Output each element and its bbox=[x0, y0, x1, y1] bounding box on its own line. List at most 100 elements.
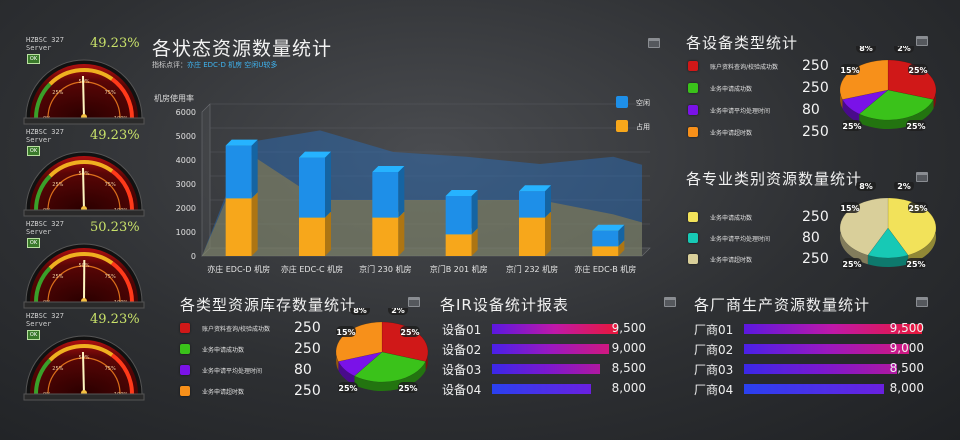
pie-pct-label: 15% bbox=[840, 204, 859, 213]
legend-color-swatch bbox=[180, 386, 190, 396]
bar-list-bar[interactable] bbox=[492, 324, 618, 334]
bar-used[interactable] bbox=[592, 246, 618, 256]
window-icon[interactable] bbox=[648, 38, 660, 48]
pie-pct-label: 25% bbox=[338, 384, 357, 393]
y-tick-label: 3000 bbox=[176, 180, 196, 189]
bar-list-label: 厂商04 bbox=[694, 381, 733, 398]
bar-list-label: 设备01 bbox=[442, 321, 481, 338]
legend-row-value: 250 bbox=[294, 341, 321, 357]
bar-list-bar[interactable] bbox=[744, 384, 884, 394]
window-icon[interactable] bbox=[916, 172, 928, 182]
gauge-percent: 49.23% bbox=[90, 36, 140, 51]
x-tick-label: 京门 230 机房 bbox=[359, 264, 411, 274]
bar-list-label: 厂商01 bbox=[694, 321, 733, 338]
ir-panel-title: 各IR设备统计报表 bbox=[440, 294, 569, 315]
window-icon[interactable] bbox=[408, 297, 420, 307]
bar-list-bar[interactable] bbox=[744, 364, 897, 374]
legend-color-swatch bbox=[688, 212, 698, 222]
x-tick-label: 亦庄 EDC-C 机房 bbox=[281, 264, 343, 274]
legend-row-value: 250 bbox=[802, 58, 829, 74]
legend-row-value: 250 bbox=[294, 320, 321, 336]
bar-idle[interactable] bbox=[519, 191, 545, 217]
chart-side-wall bbox=[202, 104, 210, 256]
gauge-base bbox=[24, 118, 144, 124]
gauge-needle bbox=[83, 76, 84, 118]
legend-row-label: 业务申请超时数 bbox=[202, 387, 294, 396]
legend-row: 业务申请超时数 250 bbox=[180, 383, 321, 399]
bar-list-value: 9,000 bbox=[880, 341, 924, 355]
subtitle-link[interactable]: 亦庄 EDC-D 机房 空闲U较多 bbox=[187, 61, 277, 69]
bar-list-row: 设备03 8,500 bbox=[442, 360, 652, 378]
bar-idle[interactable] bbox=[592, 231, 618, 247]
bar-list-bar[interactable] bbox=[492, 344, 609, 354]
bar-list-row: 厂商01 9,500 bbox=[694, 320, 930, 338]
legend-row-value: 250 bbox=[802, 80, 829, 96]
y-tick-label: 5000 bbox=[176, 132, 196, 141]
bar-used[interactable] bbox=[226, 198, 252, 256]
legend-row-label: 业务申请平均处理时间 bbox=[710, 234, 802, 243]
gauge-widget: HZBSC 327 Server 49.23% OK0%25%50%75%100% bbox=[22, 312, 147, 404]
pie-pct-label: 25% bbox=[906, 122, 925, 131]
bar-side bbox=[252, 140, 258, 199]
y-tick-label: 2000 bbox=[176, 204, 196, 213]
bar-idle[interactable] bbox=[372, 172, 398, 218]
bar-list-value: 8,500 bbox=[602, 361, 646, 375]
bar-idle[interactable] bbox=[446, 196, 472, 234]
legend-row: 业务申请成功数 250 bbox=[688, 209, 829, 225]
gauge-dial: 0%25%50%75%100% bbox=[22, 328, 147, 404]
bar-list-row: 厂商04 8,000 bbox=[694, 380, 930, 398]
pie-pct-label: 15% bbox=[840, 66, 859, 75]
vendor-panel-title: 各厂商生产资源数量统计 bbox=[694, 294, 870, 315]
gauge-tick-label: 75% bbox=[105, 182, 116, 188]
gauge-dial: 0%25%50%75%100% bbox=[22, 52, 147, 128]
bar-used[interactable] bbox=[519, 218, 545, 256]
legend-swatch[interactable] bbox=[616, 120, 628, 132]
legend-color-swatch bbox=[688, 61, 698, 71]
bar-list-label: 厂商02 bbox=[694, 341, 733, 358]
bar-list-bar[interactable] bbox=[492, 364, 600, 374]
x-tick-label: 京门B 201 机房 bbox=[430, 264, 488, 274]
major-pie-chart: 8% 2% 15% 25% 25% 25% bbox=[826, 182, 956, 278]
y-tick-label: 0 bbox=[191, 252, 196, 261]
bar-used[interactable] bbox=[372, 218, 398, 256]
bar-list-value: 9,500 bbox=[602, 321, 646, 335]
bar-list-value: 8,000 bbox=[602, 381, 646, 395]
legend-color-swatch bbox=[688, 105, 698, 115]
legend-color-swatch bbox=[688, 233, 698, 243]
pie-pct-label: 25% bbox=[842, 260, 861, 269]
x-tick-label: 亦庄 EDC-B 机房 bbox=[574, 264, 636, 274]
pie-pct-label: 25% bbox=[398, 384, 417, 393]
gauge-widget: HZBSC 327 Server 49.23% OK0%25%50%75%100% bbox=[22, 36, 147, 128]
legend-color-swatch bbox=[688, 254, 698, 264]
bar-used[interactable] bbox=[299, 218, 325, 256]
pie-pct-label: 2% bbox=[897, 46, 911, 53]
bar-idle[interactable] bbox=[226, 146, 252, 199]
gauge-tick-label: 75% bbox=[105, 274, 116, 280]
window-icon[interactable] bbox=[664, 297, 676, 307]
bar-list-row: 设备01 9,500 bbox=[442, 320, 652, 338]
bar-list-bar[interactable] bbox=[492, 384, 591, 394]
bar-idle[interactable] bbox=[299, 158, 325, 218]
window-icon[interactable] bbox=[916, 36, 928, 46]
pie-pct-label: 15% bbox=[336, 328, 355, 337]
legend-row-value: 80 bbox=[802, 102, 820, 118]
legend-swatch[interactable] bbox=[616, 96, 628, 108]
bar-side bbox=[325, 212, 331, 256]
bar-list-row: 设备04 8,000 bbox=[442, 380, 652, 398]
legend-row-value: 250 bbox=[802, 251, 829, 267]
legend-row-label: 账户资料查询/校验成功数 bbox=[202, 324, 294, 333]
legend-row-value: 250 bbox=[294, 383, 321, 399]
legend-color-swatch bbox=[688, 83, 698, 93]
gauge-base bbox=[24, 210, 144, 216]
window-icon[interactable] bbox=[916, 297, 928, 307]
main-bar-chart: 机房使用率0100020003000400050006000亦庄 EDC-D 机… bbox=[150, 88, 670, 288]
bar-used[interactable] bbox=[446, 234, 472, 256]
legend-row: 账户资料查询/校验成功数 250 bbox=[180, 320, 321, 336]
legend-row-value: 80 bbox=[802, 230, 820, 246]
x-tick-label: 亦庄 EDC-D 机房 bbox=[207, 264, 270, 274]
gauge-needle bbox=[83, 352, 84, 394]
legend-row: 业务申请成功数 250 bbox=[180, 341, 321, 357]
gauge-percent: 49.23% bbox=[90, 312, 140, 327]
pie-pct-label: 8% bbox=[859, 182, 873, 191]
legend-label: 空闲 bbox=[636, 98, 650, 107]
